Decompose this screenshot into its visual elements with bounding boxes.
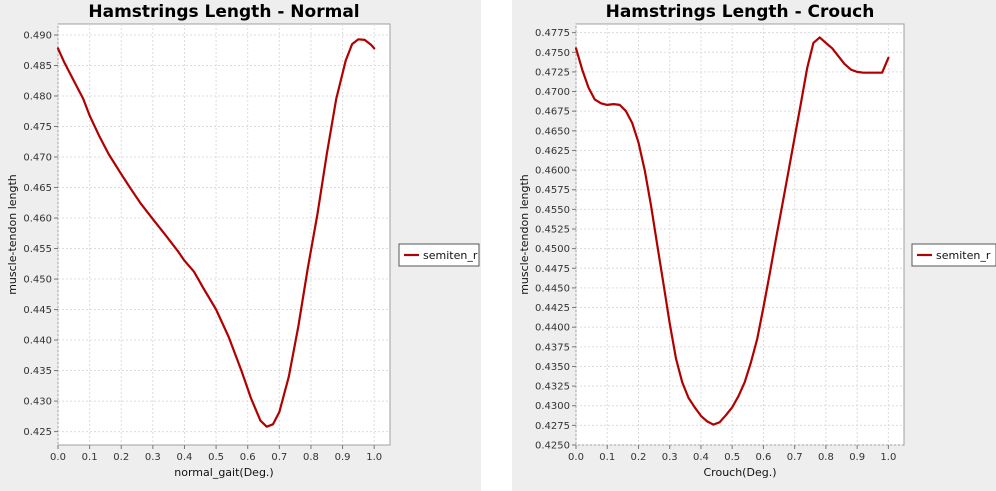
x-tick-label: 1.0 [880, 452, 896, 463]
y-tick-label: 0.4575 [535, 185, 570, 196]
y-tick-label: 0.4425 [535, 303, 570, 314]
x-tick-label: 0.2 [113, 452, 129, 463]
legend: semiten_r [911, 243, 996, 267]
y-tick-label: 0.4675 [535, 107, 570, 118]
y-tick-label: 0.4350 [535, 362, 570, 373]
x-tick-label: 0.7 [271, 452, 287, 463]
legend-label: semiten_r [423, 249, 478, 262]
y-axis-label: muscle-tendon length [6, 174, 19, 295]
y-tick-label: 0.4475 [535, 264, 570, 275]
chart-title: Hamstrings Length - Normal [88, 2, 359, 22]
y-tick-label: 0.4550 [535, 205, 570, 216]
series-line-semiten_r [574, 36, 890, 426]
y-tick-label: 0.4525 [535, 225, 570, 236]
y-tick-label: 0.4450 [535, 283, 570, 294]
x-tick-label: 0.6 [240, 452, 256, 463]
chart-normal: Hamstrings Length - Normal 0.0 0.1 0.2 0.3 0.… [6, 2, 480, 479]
legend-box [398, 243, 480, 267]
y-tick-label: 0.4650 [535, 126, 570, 137]
y-tick-label: 0.435 [23, 366, 52, 377]
y-tick-label: 0.4775 [535, 28, 570, 39]
x-tick-label: 0.2 [631, 452, 647, 463]
legend: semiten_r [398, 243, 480, 267]
chart-title: Hamstrings Length - Crouch [606, 2, 875, 22]
y-tick-label: 0.425 [23, 427, 52, 438]
x-tick-label: 0.9 [335, 452, 351, 463]
x-tick-label: 0.3 [662, 452, 678, 463]
y-tick-label: 0.465 [23, 183, 52, 194]
x-tick-label: 0.5 [208, 452, 224, 463]
y-tick-label: 0.455 [23, 244, 52, 255]
y-tick-label: 0.4300 [535, 401, 570, 412]
series-line-semiten_r [56, 38, 376, 428]
y-tick-label: 0.4275 [535, 421, 570, 432]
y-tick-label: 0.4600 [535, 166, 570, 177]
x-tick-label: 0.9 [849, 452, 865, 463]
y-tick-label: 0.445 [23, 305, 52, 316]
y-tick-label: 0.490 [23, 30, 52, 41]
x-tick-label: 0.1 [599, 452, 615, 463]
x-tick-label: 0.0 [568, 452, 584, 463]
x-tick-label: 1.0 [366, 452, 382, 463]
y-tick-label: 0.485 [23, 61, 52, 72]
plot-area [57, 23, 391, 446]
y-tick-label: 0.470 [23, 153, 52, 164]
x-axis-label: normal_gait(Deg.) [174, 466, 273, 479]
x-tick-label: 0.4 [177, 452, 193, 463]
legend-box [911, 243, 996, 267]
x-tick-label: 0.7 [787, 452, 803, 463]
chart-crouch: Hamstrings Length - Crouch 0.0 0.1 0.2 0.3 0.… [518, 2, 996, 479]
y-tick-label: 0.4725 [535, 67, 570, 78]
y-axis-label: muscle-tendon length [518, 174, 531, 295]
x-tick-label: 0.6 [755, 452, 771, 463]
x-tick-label: 0.5 [724, 452, 740, 463]
y-tick-label: 0.4250 [535, 441, 570, 452]
y-tick-label: 0.4325 [535, 382, 570, 393]
y-tick-label: 0.4375 [535, 342, 570, 353]
panel-gap [481, 0, 512, 491]
legend-label: semiten_r [936, 249, 991, 262]
y-tick-label: 0.475 [23, 122, 52, 133]
x-tick-label: 0.4 [693, 452, 709, 463]
plot-area [575, 23, 905, 446]
x-tick-label: 0.1 [82, 452, 98, 463]
x-tick-label: 0.3 [145, 452, 161, 463]
y-tick-label: 0.4700 [535, 87, 570, 98]
y-tick-label: 0.4750 [535, 48, 570, 59]
y-tick-label: 0.4400 [535, 323, 570, 334]
y-tick-label: 0.480 [23, 91, 52, 102]
y-tick-label: 0.450 [23, 275, 52, 286]
y-tick-label: 0.440 [23, 336, 52, 347]
y-tick-label: 0.4500 [535, 244, 570, 255]
x-tick-label: 0.0 [50, 452, 66, 463]
y-tick-label: 0.430 [23, 397, 52, 408]
y-tick-label: 0.4625 [535, 146, 570, 157]
x-axis-label: Crouch(Deg.) [704, 466, 777, 479]
y-tick-label: 0.460 [23, 214, 52, 225]
x-tick-label: 0.8 [818, 452, 834, 463]
x-tick-label: 0.8 [303, 452, 319, 463]
